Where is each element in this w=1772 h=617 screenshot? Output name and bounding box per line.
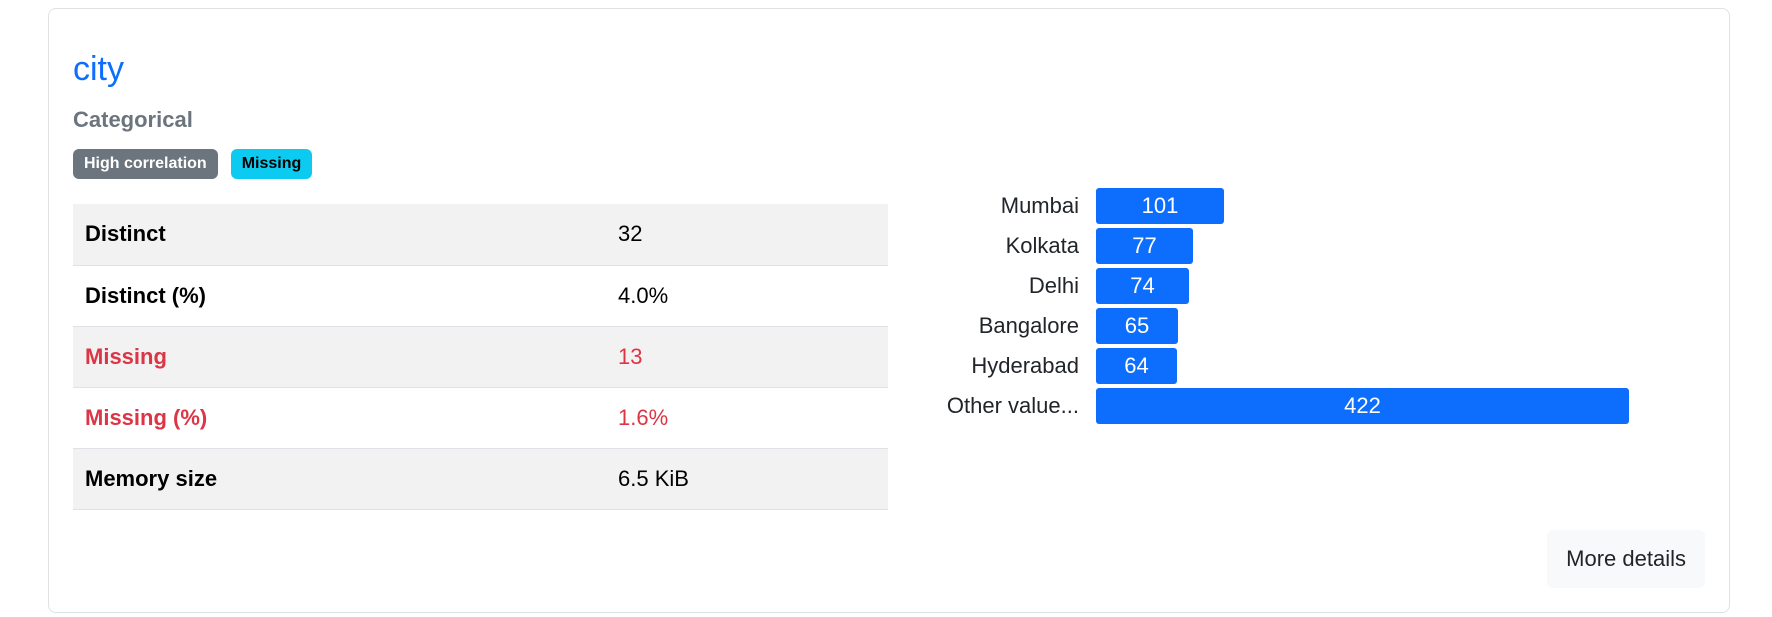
more-details-button[interactable]: More details: [1547, 530, 1705, 588]
freq-bar: 101: [1096, 188, 1224, 224]
freq-label: Delhi: [1028, 273, 1079, 298]
table-row: Memory size 6.5 KiB: [73, 448, 888, 509]
variable-card: city Categorical High correlation Missin…: [48, 8, 1730, 613]
stat-value-missing: 13: [618, 343, 643, 369]
table-row: Missing (%) 1.6%: [73, 387, 888, 448]
stats-table: Distinct 32 Distinct (%) 4.0% Missing 13…: [73, 204, 888, 510]
freq-label: Kolkata: [1005, 233, 1079, 258]
freq-row: Delhi 74: [909, 268, 1729, 304]
stat-label-memory-size: Memory size: [85, 465, 218, 491]
freq-label: Bangalore: [978, 313, 1079, 338]
freq-label: Mumbai: [1000, 193, 1079, 218]
stat-label-distinct: Distinct: [85, 221, 166, 247]
freq-row: Kolkata 77: [909, 228, 1729, 264]
freq-label: Hyderabad: [971, 353, 1079, 378]
stat-value-distinct: 32: [618, 221, 643, 247]
stat-label-distinct-pct: Distinct (%): [85, 282, 206, 308]
warning-badges: High correlation Missing: [73, 149, 313, 179]
stat-value-memory-size: 6.5 KiB: [618, 465, 689, 491]
badge-missing: Missing: [230, 149, 313, 179]
freq-row: Mumbai 101: [909, 188, 1729, 224]
badge-high-correlation: High correlation: [73, 149, 218, 179]
stat-value-distinct-pct: 4.0%: [618, 282, 669, 308]
freq-bar: 65: [1096, 308, 1178, 344]
stat-label-missing: Missing: [85, 343, 167, 369]
table-row: Distinct (%) 4.0%: [73, 265, 888, 326]
freq-row: Other value... 422: [909, 388, 1729, 424]
table-row: Missing 13: [73, 326, 888, 387]
stat-value-missing-pct: 1.6%: [618, 404, 669, 430]
stat-label-missing-pct: Missing (%): [85, 404, 208, 430]
freq-bar: 64: [1096, 348, 1177, 384]
frequency-bar-chart: Mumbai 101 Kolkata 77 Delhi 74 Bangalore 65 Hyde…: [909, 9, 1729, 489]
variable-type: Categorical: [73, 107, 193, 132]
freq-label: Other value...: [946, 393, 1079, 418]
freq-bar: 74: [1096, 268, 1189, 304]
variable-name-link[interactable]: city: [73, 50, 124, 88]
freq-bar: 422: [1096, 388, 1629, 424]
table-row: Distinct 32: [73, 204, 888, 265]
freq-row: Bangalore 65: [909, 308, 1729, 344]
freq-row: Hyderabad 64: [909, 348, 1729, 384]
freq-bar: 77: [1096, 228, 1193, 264]
